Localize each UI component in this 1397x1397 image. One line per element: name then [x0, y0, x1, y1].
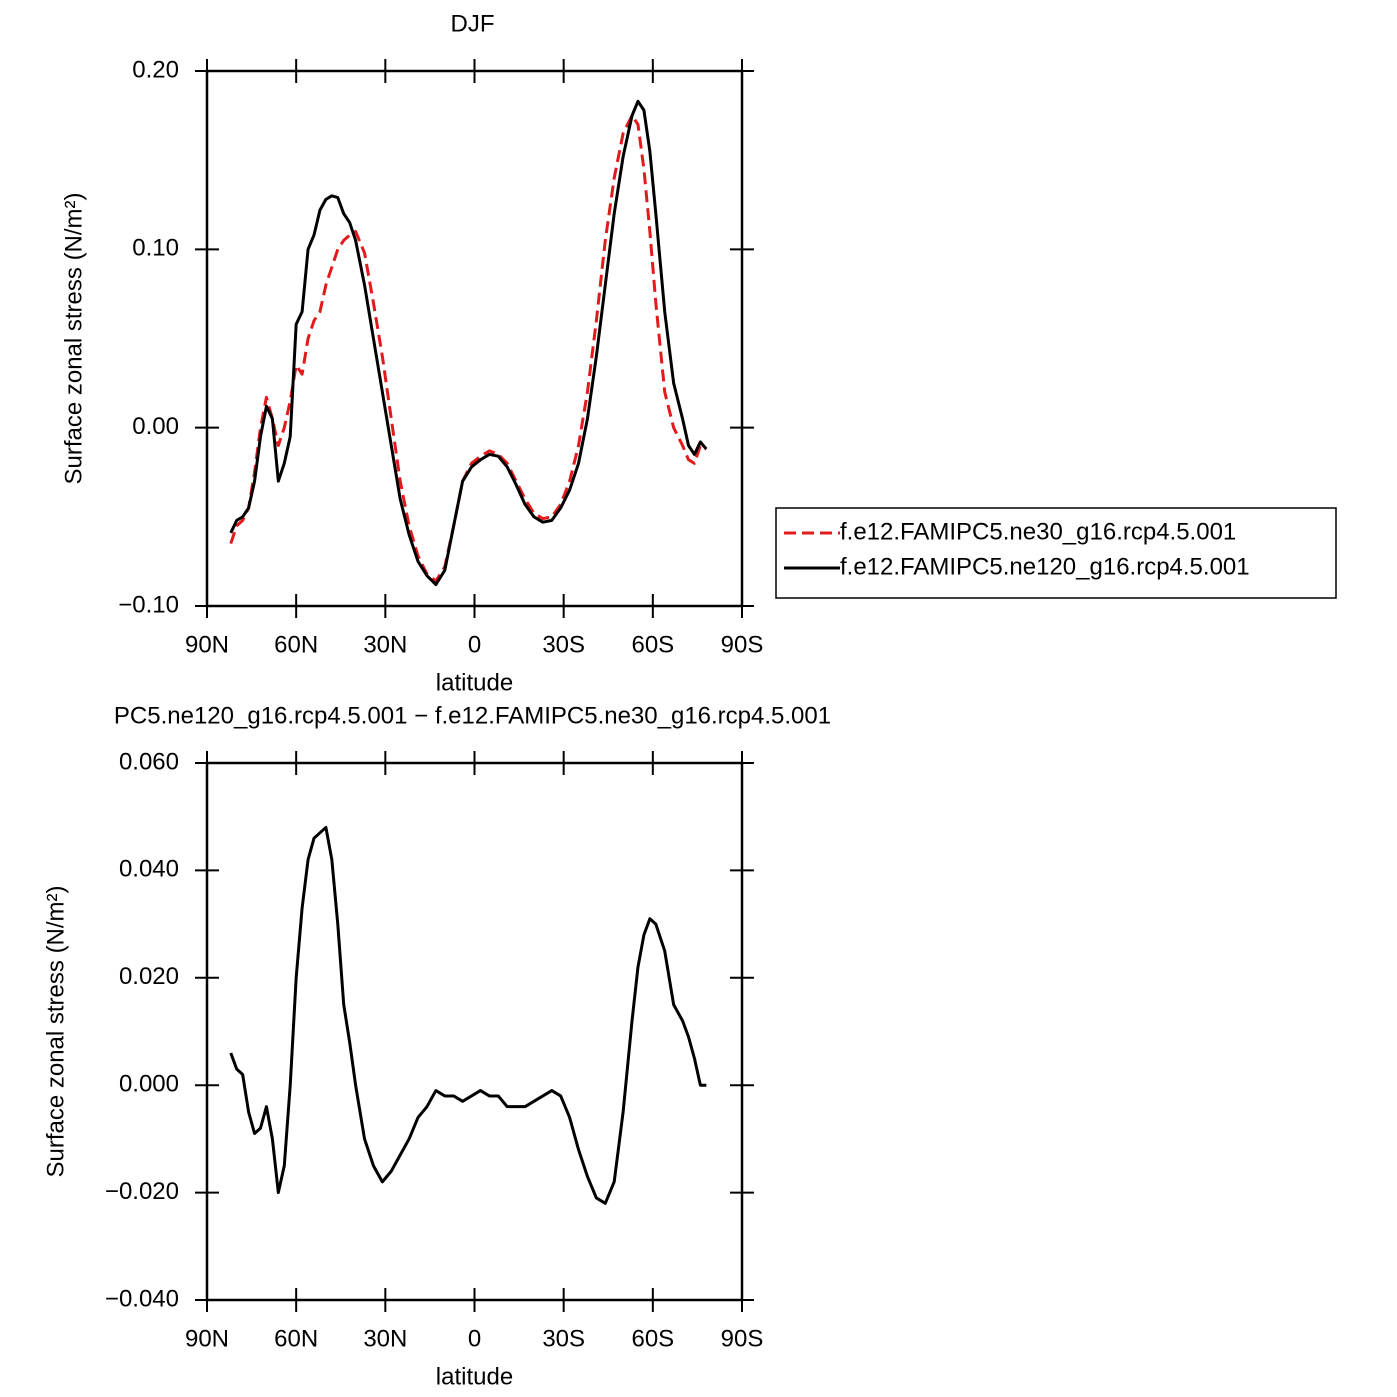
- data-line: [229, 99, 708, 587]
- x-tick-label: 30N: [363, 1325, 407, 1352]
- plot-frame: [205, 69, 744, 608]
- x-tick-label: 90S: [721, 631, 764, 658]
- y-tick-label: −0.10: [118, 591, 179, 618]
- y-tick-label: 0.10: [132, 235, 179, 262]
- legend-box: [775, 507, 1337, 599]
- y-tick-label: 0.00: [132, 413, 179, 440]
- x-axis-label: latitude: [436, 1363, 513, 1390]
- data-line: [229, 825, 707, 1205]
- y-tick-label: 0.20: [132, 56, 179, 83]
- y-axis-label: Surface zonal stress (N/m²): [42, 885, 69, 1177]
- y-tick-label: 0.000: [119, 1071, 179, 1098]
- chart-title: DJF: [451, 10, 495, 37]
- y-tick-label: 0.060: [119, 748, 179, 775]
- x-tick-label: 30S: [542, 631, 585, 658]
- y-tick-label: −0.040: [105, 1285, 179, 1312]
- x-tick-label: 90S: [721, 1325, 764, 1352]
- x-tick-label: 90N: [185, 631, 229, 658]
- x-axis-label: latitude: [436, 669, 513, 696]
- y-tick-label: −0.020: [105, 1178, 179, 1205]
- data-line: [229, 114, 708, 583]
- legend-label: f.e12.FAMIPC5.ne30_g16.rcp4.5.001: [840, 518, 1236, 545]
- x-tick-label: 60S: [631, 631, 674, 658]
- chart-title: PC5.ne120_g16.rcp4.5.001 − f.e12.FAMIPC5…: [114, 702, 831, 729]
- plot-frame: [205, 761, 744, 1302]
- x-tick-label: 0: [468, 1325, 481, 1352]
- y-axis-label: Surface zonal stress (N/m²): [60, 192, 87, 484]
- x-tick-label: 60N: [274, 631, 318, 658]
- x-tick-label: 60N: [274, 1325, 318, 1352]
- x-tick-label: 30S: [542, 1325, 585, 1352]
- x-tick-label: 0: [468, 631, 481, 658]
- legend-label: f.e12.FAMIPC5.ne120_g16.rcp4.5.001: [840, 553, 1250, 580]
- x-tick-label: 60S: [631, 1325, 674, 1352]
- x-tick-label: 30N: [363, 631, 407, 658]
- y-tick-label: 0.020: [119, 963, 179, 990]
- x-tick-label: 90N: [185, 1325, 229, 1352]
- y-tick-label: 0.040: [119, 856, 179, 883]
